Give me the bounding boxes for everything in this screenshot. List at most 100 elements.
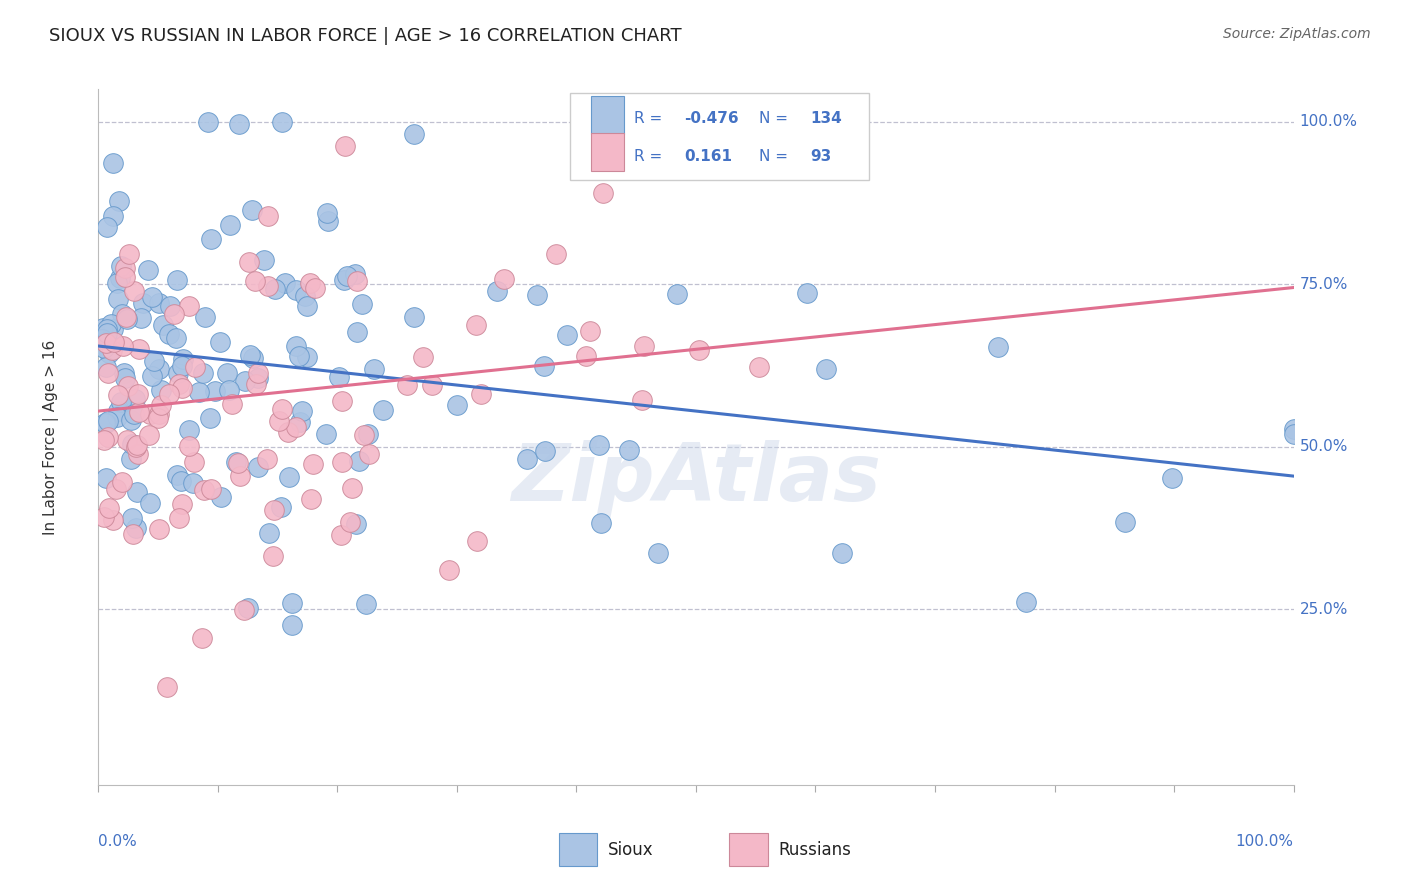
Point	[104, 482, 127, 496]
Point	[987, 340, 1010, 354]
Point	[159, 299, 181, 313]
Point	[132, 296, 155, 310]
Point	[100, 317, 122, 331]
Point	[103, 334, 125, 349]
Point	[183, 455, 205, 469]
Point	[125, 521, 148, 535]
Point	[124, 392, 146, 407]
Point	[127, 447, 149, 461]
Point	[346, 325, 368, 339]
Point	[412, 351, 434, 365]
Point	[96, 326, 118, 340]
Point	[294, 289, 316, 303]
Point	[284, 419, 307, 434]
Point	[139, 407, 162, 421]
Point	[247, 460, 270, 475]
Point	[233, 375, 256, 389]
Point	[98, 501, 121, 516]
Point	[299, 491, 322, 506]
Point	[257, 209, 280, 223]
Point	[93, 341, 115, 355]
Text: 93: 93	[811, 149, 832, 163]
Point	[304, 281, 326, 295]
Point	[748, 359, 770, 374]
Point	[101, 513, 124, 527]
Point	[110, 271, 132, 285]
Point	[208, 335, 231, 350]
Text: N =: N =	[759, 112, 793, 126]
Point	[115, 312, 138, 326]
Point	[108, 194, 131, 209]
Point	[217, 366, 239, 380]
Point	[170, 474, 193, 488]
Point	[470, 387, 492, 401]
Point	[122, 527, 145, 541]
Point	[167, 377, 190, 392]
Point	[349, 454, 371, 468]
Text: R =: R =	[634, 112, 666, 126]
Point	[127, 484, 149, 499]
Point	[98, 345, 121, 359]
Text: Source: ZipAtlas.com: Source: ZipAtlas.com	[1223, 27, 1371, 41]
Point	[121, 436, 143, 450]
Point	[172, 497, 194, 511]
Point	[437, 563, 460, 577]
Point	[93, 509, 115, 524]
Point	[128, 405, 150, 419]
Point	[353, 427, 375, 442]
Point	[239, 348, 262, 362]
Point	[94, 471, 117, 485]
Point	[284, 339, 307, 353]
Point	[146, 411, 169, 425]
Point	[157, 327, 180, 342]
Point	[1114, 515, 1136, 529]
Text: ZipAtlas: ZipAtlas	[510, 440, 882, 518]
Point	[395, 377, 418, 392]
Point	[328, 369, 350, 384]
Point	[342, 481, 364, 495]
Point	[166, 272, 188, 286]
Point	[357, 427, 380, 442]
Point	[263, 502, 285, 516]
Point	[291, 404, 314, 418]
Point	[363, 362, 385, 376]
FancyBboxPatch shape	[571, 93, 869, 179]
Point	[534, 444, 557, 458]
Point	[1014, 595, 1036, 609]
Point	[295, 351, 318, 365]
Point	[270, 401, 292, 416]
Point	[373, 403, 395, 417]
Point	[617, 442, 640, 457]
Point	[166, 468, 188, 483]
Point	[330, 455, 353, 469]
Point	[247, 366, 270, 380]
Point	[257, 526, 280, 541]
Point	[138, 428, 160, 442]
Point	[344, 517, 367, 532]
Point	[402, 310, 425, 324]
Point	[464, 318, 486, 332]
Point	[277, 425, 299, 439]
Point	[814, 362, 837, 376]
Point	[262, 549, 284, 563]
Point	[117, 379, 139, 393]
Point	[281, 596, 304, 610]
Point	[209, 490, 232, 504]
Point	[200, 232, 222, 246]
Text: 50.0%: 50.0%	[1299, 440, 1348, 454]
Point	[242, 351, 264, 366]
Point	[114, 270, 136, 285]
Point	[129, 310, 152, 325]
Point	[243, 274, 266, 288]
Point	[97, 366, 120, 380]
Point	[107, 404, 129, 418]
Text: 100.0%: 100.0%	[1236, 834, 1294, 848]
Point	[170, 359, 193, 373]
Text: Sioux: Sioux	[607, 840, 654, 859]
Point	[193, 367, 215, 381]
Point	[238, 601, 260, 615]
Text: SIOUX VS RUSSIAN IN LABOR FORCE | AGE > 16 CORRELATION CHART: SIOUX VS RUSSIAN IN LABOR FORCE | AGE > …	[49, 27, 682, 45]
Point	[112, 366, 135, 380]
Point	[167, 366, 190, 380]
Point	[204, 384, 226, 398]
